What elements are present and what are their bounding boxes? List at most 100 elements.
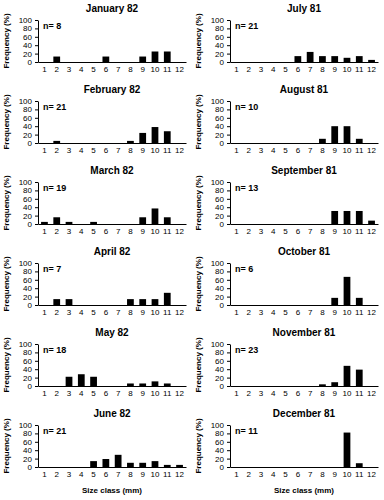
x-axis: 123456789101112: [39, 467, 187, 479]
tick: 7: [308, 386, 313, 398]
tick-mark: [227, 224, 230, 225]
tick: 6: [104, 143, 109, 155]
tick: 10: [151, 386, 160, 398]
tick: 5: [283, 224, 288, 236]
tick-label: 6: [296, 470, 301, 479]
tick-label: 100: [19, 340, 33, 349]
bar: [127, 383, 134, 386]
axis-line: [230, 264, 231, 306]
tick-label: 12: [367, 470, 376, 479]
tick: 100: [19, 340, 38, 349]
tick: 3: [67, 62, 72, 74]
tick-mark: [35, 450, 38, 451]
tick-label: 40: [23, 446, 32, 455]
tick-mark: [227, 101, 230, 102]
tick: 12: [367, 224, 376, 236]
y-label: Frequency (%): [194, 418, 203, 473]
bar: [356, 298, 363, 305]
tick-label: 3: [67, 65, 72, 74]
tick-mark: [35, 305, 38, 306]
bar: [245, 386, 252, 387]
tick-label: 3: [259, 308, 264, 317]
tick-label: 40: [23, 365, 32, 374]
bar: [331, 211, 338, 224]
tick-label: 60: [23, 114, 32, 123]
tick: 9: [140, 143, 145, 155]
tick-label: 80: [23, 348, 32, 357]
tick: 20: [23, 50, 38, 59]
tick: 40: [215, 446, 230, 455]
bar: [319, 56, 326, 62]
tick: 6: [296, 386, 301, 398]
bar: [356, 56, 363, 62]
tick-label: 3: [259, 146, 264, 155]
panel: 020406080100123456789101112July 81n= 21F…: [194, 3, 379, 74]
tick: 20: [215, 293, 230, 302]
tick-mark: [35, 467, 38, 468]
tick: 9: [140, 305, 145, 317]
tick: 8: [320, 305, 325, 317]
bar: [233, 386, 240, 387]
tick-label: 12: [175, 470, 184, 479]
axis-line: [230, 183, 231, 225]
tick-label: 100: [211, 421, 225, 430]
tick: 3: [67, 467, 72, 479]
panel: 020406080100123456789101112August 81n= 1…: [194, 84, 379, 155]
tick-label: 0: [220, 220, 225, 229]
x-axis: 123456789101112: [39, 386, 187, 398]
tick: 4: [271, 386, 276, 398]
tick: 1: [234, 143, 239, 155]
tick: 11: [163, 386, 172, 398]
tick-mark: [35, 216, 38, 217]
tick: 1: [42, 224, 47, 236]
tick: 11: [163, 305, 172, 317]
tick-label: 20: [215, 293, 224, 302]
tick-mark: [227, 467, 230, 468]
tick: 9: [332, 386, 337, 398]
x-axis: 123456789101112: [231, 386, 379, 398]
bar: [115, 143, 122, 144]
panel: 020406080100123456789101112May 82n= 18Fr…: [2, 327, 187, 398]
x-axis: 123456789101112: [39, 62, 187, 74]
tick: 5: [91, 143, 96, 155]
tick: 100: [211, 259, 230, 268]
tick-mark: [35, 62, 38, 63]
bar: [115, 62, 122, 63]
tick-mark: [227, 288, 230, 289]
tick-mark: [227, 20, 230, 21]
tick: 40: [215, 203, 230, 212]
axis-line: [231, 467, 379, 468]
bar: [115, 386, 122, 387]
axis-line: [38, 264, 39, 306]
tick-label: 9: [332, 227, 337, 236]
y-label: Frequency (%): [2, 175, 11, 230]
tick-label: 10: [343, 308, 352, 317]
tick-label: 7: [116, 308, 121, 317]
tick: 12: [367, 386, 376, 398]
tick-label: 100: [19, 259, 33, 268]
bar: [53, 57, 60, 62]
x-axis: 123456789101112: [231, 224, 379, 236]
tick-mark: [227, 352, 230, 353]
bar: [245, 467, 252, 468]
tick-label: 12: [175, 308, 184, 317]
tick-label: 20: [23, 374, 32, 383]
tick-label: 12: [175, 227, 184, 236]
tick: 11: [355, 224, 364, 236]
tick: 4: [79, 467, 84, 479]
y-label: Frequency (%): [2, 337, 11, 392]
tick: 9: [332, 62, 337, 74]
tick-label: 40: [23, 284, 32, 293]
tick-label: 2: [247, 389, 252, 398]
tick-label: 100: [19, 178, 33, 187]
tick: 2: [247, 467, 252, 479]
tick-mark: [227, 450, 230, 451]
annotation: n= 6: [235, 264, 253, 274]
tick-label: 60: [215, 357, 224, 366]
tick-label: 4: [271, 389, 276, 398]
y-label: Frequency (%): [194, 13, 203, 68]
bar: [115, 224, 122, 225]
tick: 40: [23, 365, 38, 374]
tick-mark: [35, 20, 38, 21]
tick-label: 7: [116, 146, 121, 155]
